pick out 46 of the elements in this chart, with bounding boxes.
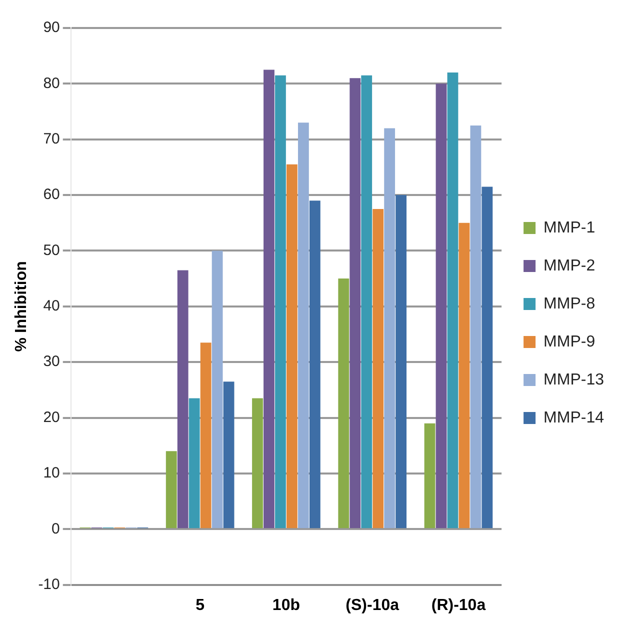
y-tick-label: 90 (43, 19, 60, 36)
bar (223, 382, 234, 528)
y-tick-label: 60 (43, 186, 60, 204)
bar (470, 125, 482, 528)
bar (338, 278, 350, 528)
bar (447, 72, 458, 528)
bar (252, 398, 263, 528)
bar (212, 250, 223, 528)
bar (264, 70, 274, 528)
bar (372, 208, 384, 528)
bar (309, 200, 320, 528)
y-axis-title: % Inhibition (13, 261, 30, 352)
y-tick-label: 30 (43, 353, 60, 370)
y-tick-label: 20 (43, 408, 60, 426)
bar (361, 75, 372, 528)
y-tick-label: 0 (52, 520, 60, 538)
y-tick-label: -10 (38, 576, 60, 593)
legend-label: MMP-8 (544, 295, 596, 312)
x-tick-label: (R)-10a (431, 596, 486, 614)
bar (384, 128, 396, 528)
bar (177, 270, 188, 528)
legend-label: MMP-9 (544, 333, 596, 350)
bar (350, 78, 361, 528)
bar (424, 423, 436, 528)
x-tick-label: (S)-10a (346, 596, 400, 614)
bar (188, 398, 200, 528)
y-tick-label: 40 (43, 298, 60, 315)
bar (482, 186, 493, 528)
y-tick-label: 10 (43, 464, 60, 482)
bar (200, 342, 212, 528)
bar (458, 222, 470, 528)
bar (298, 122, 309, 528)
legend-label: MMP-13 (544, 371, 604, 388)
legend-label: MMP-1 (544, 219, 596, 236)
y-tick-label: 80 (43, 74, 60, 92)
y-tick-label: 50 (43, 242, 60, 259)
y-tick-label: 70 (43, 130, 60, 148)
bar (436, 84, 447, 528)
x-tick-label: 10b (272, 596, 300, 614)
x-tick-label: 5 (196, 596, 205, 614)
legend-label: MMP-2 (544, 257, 596, 274)
bar (275, 75, 286, 528)
legend-label: MMP-14 (544, 409, 604, 426)
bar (396, 195, 407, 528)
bar (286, 164, 298, 528)
bar (166, 451, 177, 528)
